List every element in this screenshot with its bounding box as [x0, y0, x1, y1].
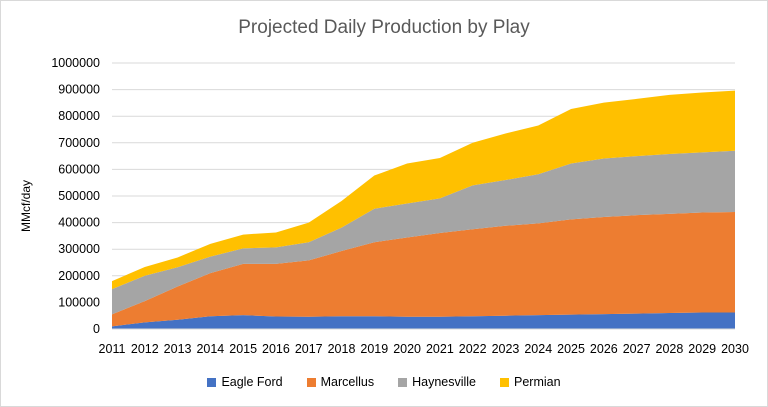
x-tick-label: 2019 [360, 342, 388, 356]
x-tick-label: 2025 [557, 342, 585, 356]
x-tick-label: 2020 [393, 342, 421, 356]
legend-item-haynesville: Haynesville [398, 375, 476, 389]
x-tick-label: 2028 [656, 342, 684, 356]
y-tick-label: 700000 [58, 136, 100, 150]
x-tick-label: 2026 [590, 342, 618, 356]
chart-title: Projected Daily Production by Play [238, 17, 530, 38]
legend: Eagle Ford Marcellus Haynesville Permian [1, 375, 767, 389]
legend-label: Marcellus [320, 375, 375, 389]
y-tick-label: 400000 [58, 216, 100, 230]
x-tick-label: 2029 [688, 342, 716, 356]
x-tick-label: 2018 [328, 342, 356, 356]
y-tick-label: 0 [93, 322, 100, 336]
legend-label: Eagle Ford [221, 375, 283, 389]
y-tick-label: 100000 [58, 295, 100, 309]
legend-label: Permian [514, 375, 561, 389]
x-tick-label: 2022 [459, 342, 487, 356]
area-eagle-ford [112, 312, 735, 329]
legend-swatch [398, 377, 408, 387]
legend-item-marcellus: Marcellus [306, 375, 375, 389]
area-permian [112, 90, 735, 290]
x-tick-label: 2021 [426, 342, 454, 356]
x-tick-label: 2023 [492, 342, 520, 356]
x-tick-label: 2014 [196, 342, 224, 356]
y-tick-label: 800000 [58, 109, 100, 123]
x-tick-label: 2011 [99, 342, 126, 356]
legend-swatch [500, 377, 510, 387]
x-tick-label: 2017 [295, 342, 323, 356]
y-tick-label: 300000 [58, 242, 100, 256]
legend-label: Haynesville [412, 375, 477, 389]
legend-item-permian: Permian [500, 375, 561, 389]
area-marcellus [112, 211, 735, 327]
x-tick-label: 2013 [164, 342, 192, 356]
y-tick-label: 600000 [58, 162, 100, 176]
x-tick-label: 2027 [623, 342, 651, 356]
x-tick-label: 2012 [131, 342, 159, 356]
area-haynesville [112, 150, 735, 315]
y-tick-label: 900000 [58, 83, 100, 97]
y-tick-label: 200000 [58, 269, 100, 283]
legend-swatch [207, 377, 217, 387]
legend-item-eagle-ford: Eagle Ford [207, 375, 283, 389]
legend-swatch [306, 377, 316, 387]
y-tick-label: 500000 [58, 189, 100, 203]
x-tick-label: 2024 [524, 342, 552, 356]
y-tick-label: 1000000 [51, 56, 100, 70]
x-tick-label: 2030 [721, 342, 749, 356]
x-tick-label: 2016 [262, 342, 290, 356]
x-tick-label: 2015 [229, 342, 257, 356]
